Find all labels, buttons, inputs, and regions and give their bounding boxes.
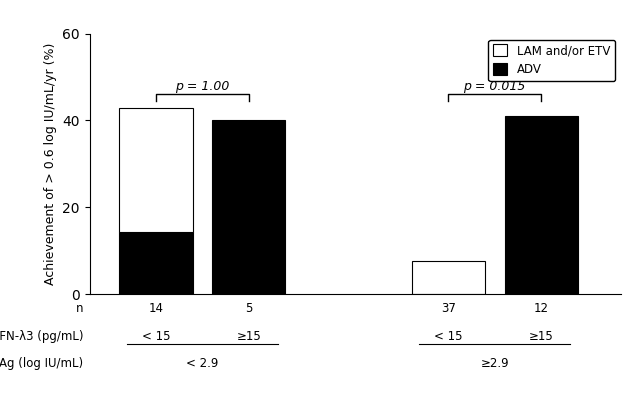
Bar	[412, 261, 484, 294]
Text: < 15: < 15	[434, 330, 463, 343]
Y-axis label: Achievement of > 0.6 log IU/mL/yr (%): Achievement of > 0.6 log IU/mL/yr (%)	[44, 42, 57, 285]
Text: ≥2.9: ≥2.9	[481, 357, 509, 370]
Text: ≥15: ≥15	[529, 330, 554, 343]
Bar	[504, 116, 578, 294]
Text: 12: 12	[534, 302, 548, 315]
Text: 14: 14	[148, 302, 163, 315]
Text: < 2.9: < 2.9	[186, 357, 219, 370]
Text: HBsAg (log IU/mL): HBsAg (log IU/mL)	[0, 357, 83, 370]
Bar	[120, 232, 193, 294]
Text: 5: 5	[245, 302, 253, 315]
Text: p = 1.00: p = 1.00	[175, 80, 230, 93]
Bar	[212, 121, 285, 294]
Bar	[120, 108, 193, 232]
Text: p = 0.015: p = 0.015	[463, 80, 526, 93]
Text: ≥15: ≥15	[237, 330, 261, 343]
Text: n: n	[76, 302, 83, 315]
Text: < 15: < 15	[141, 330, 170, 343]
Text: IFN-λ3 (pg/mL): IFN-λ3 (pg/mL)	[0, 330, 83, 343]
Legend: LAM and/or ETV, ADV: LAM and/or ETV, ADV	[488, 39, 615, 81]
Text: 37: 37	[441, 302, 456, 315]
